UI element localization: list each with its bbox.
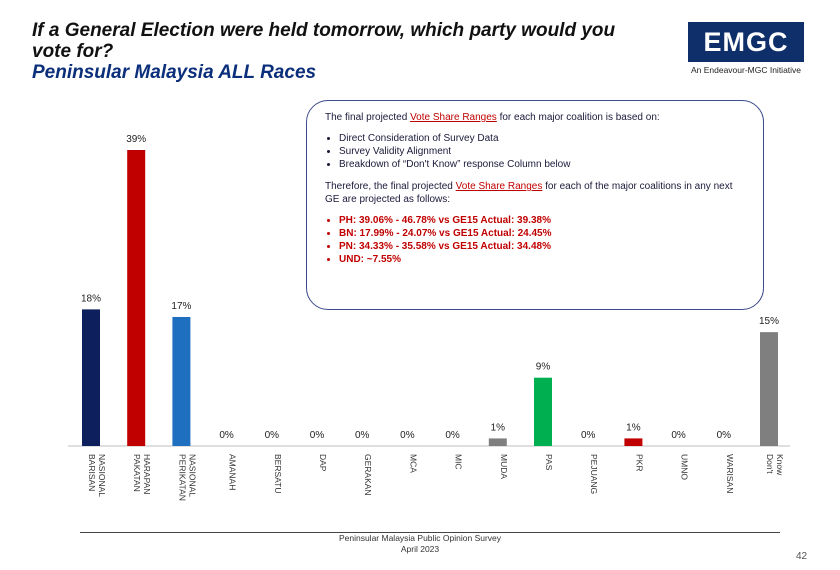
data-label: 18% bbox=[81, 293, 101, 304]
category-label-line: DAP bbox=[318, 454, 328, 472]
data-label: 1% bbox=[491, 422, 506, 433]
category-label: BERSATU bbox=[273, 454, 283, 494]
title-subtitle: Peninsular Malaysia ALL Races bbox=[32, 62, 317, 83]
projection-item: BN: 17.99% - 24.07% vs GE15 Actual: 24.4… bbox=[339, 227, 749, 240]
slide-title: If a General Election were held tomorrow… bbox=[32, 20, 632, 83]
footer: Peninsular Malaysia Public Opinion Surve… bbox=[0, 533, 840, 555]
category-label-line: NASIONAL bbox=[187, 454, 197, 497]
emgc-logo: EMGC An Endeavour-MGC Initiative bbox=[688, 22, 804, 75]
category-label: MUDA bbox=[499, 454, 509, 479]
data-label: 0% bbox=[717, 430, 732, 441]
category-label: MCA bbox=[408, 454, 418, 473]
category-label-line: NASIONAL bbox=[97, 454, 107, 497]
category-label: PKR bbox=[634, 454, 644, 471]
data-label: 15% bbox=[759, 316, 779, 327]
note-basis-item: Survey Validity Alignment bbox=[339, 145, 749, 158]
data-label: 0% bbox=[671, 430, 686, 441]
note-basis-item: Breakdown of “Don't Know” response Colum… bbox=[339, 158, 749, 171]
data-label: 0% bbox=[355, 430, 370, 441]
category-label: PAS bbox=[544, 454, 554, 471]
data-label: 1% bbox=[626, 422, 641, 433]
category-label-line: MUDA bbox=[499, 454, 509, 479]
projection-note-box: The final projected Vote Share Ranges fo… bbox=[306, 100, 764, 310]
category-label: DAP bbox=[318, 454, 328, 472]
note-bases-list: Direct Consideration of Survey Data Surv… bbox=[325, 132, 749, 171]
category-label-line: PERIKATAN bbox=[177, 454, 187, 501]
note-therefore: Therefore, the final projected Vote Shar… bbox=[325, 181, 733, 205]
bar bbox=[624, 438, 643, 446]
category-label-line: PAKATAN bbox=[132, 454, 142, 492]
bar bbox=[760, 332, 778, 446]
logo-tagline: An Endeavour-MGC Initiative bbox=[690, 65, 802, 75]
category-label: AMANAH bbox=[228, 454, 238, 490]
category-label: PAKATAN HARAPAN bbox=[132, 454, 152, 494]
footer-survey-name: Peninsular Malaysia Public Opinion Surve… bbox=[338, 533, 502, 543]
bar bbox=[82, 309, 100, 446]
note-basis-item: Direct Consideration of Survey Data bbox=[339, 132, 749, 145]
category-label: MIC bbox=[454, 454, 464, 470]
footer-date: April 2023 bbox=[400, 544, 440, 554]
footer-divider bbox=[80, 532, 780, 533]
category-label-line: PEJUANG bbox=[589, 454, 599, 494]
logo-wordmark: EMGC bbox=[688, 22, 804, 62]
title-question: If a General Election were held tomorrow… bbox=[32, 20, 616, 62]
category-label: PERIKATAN NASIONAL bbox=[177, 454, 197, 501]
bar bbox=[127, 150, 146, 446]
note-intro: The final projected Vote Share Ranges fo… bbox=[325, 112, 660, 123]
category-label-line: AMANAH bbox=[228, 454, 238, 490]
data-label: 39% bbox=[126, 134, 146, 145]
projection-item: PN: 34.33% - 35.58% vs GE15 Actual: 34.4… bbox=[339, 240, 749, 253]
note-therefore-link: Vote Share Ranges bbox=[455, 181, 543, 192]
category-label-line: BERSATU bbox=[273, 454, 283, 494]
projection-item: UND: ~7.55% bbox=[339, 253, 749, 266]
note-intro-link: Vote Share Ranges bbox=[410, 112, 497, 123]
category-label: UMNO bbox=[680, 454, 690, 480]
category-label-line: BARISAN bbox=[87, 454, 97, 491]
data-label: 0% bbox=[219, 430, 234, 441]
data-label: 0% bbox=[581, 430, 596, 441]
category-label-line: PKR bbox=[634, 454, 644, 471]
data-label: 0% bbox=[400, 430, 415, 441]
bar bbox=[488, 438, 507, 446]
category-label-line: GERAKAN bbox=[363, 454, 373, 496]
projection-item: PH: 39.06% - 46.78% vs GE15 Actual: 39.3… bbox=[339, 214, 749, 227]
page-number: 42 bbox=[796, 551, 808, 562]
category-label-line: HARAPAN bbox=[142, 454, 152, 494]
category-label-line: Know bbox=[775, 454, 785, 476]
category-label: Don't Know bbox=[765, 454, 785, 476]
category-label-line: UMNO bbox=[680, 454, 690, 480]
category-label: PEJUANG bbox=[589, 454, 599, 494]
bar bbox=[172, 316, 191, 446]
category-label-line: PAS bbox=[544, 454, 554, 471]
category-label-line: MCA bbox=[408, 454, 418, 473]
bar bbox=[534, 377, 552, 446]
category-label-line: Don't bbox=[765, 454, 775, 474]
note-projections-list: PH: 39.06% - 46.78% vs GE15 Actual: 39.3… bbox=[325, 214, 749, 266]
data-label: 9% bbox=[536, 362, 551, 373]
category-label: GERAKAN bbox=[363, 454, 373, 496]
category-label-line: WARISAN bbox=[725, 454, 735, 493]
category-label: WARISAN bbox=[725, 454, 735, 493]
data-label: 17% bbox=[171, 301, 191, 312]
data-label: 0% bbox=[310, 430, 325, 441]
data-label: 0% bbox=[265, 430, 280, 441]
data-label: 0% bbox=[445, 430, 460, 441]
category-label: BARISAN NASIONAL bbox=[87, 454, 107, 497]
category-label-line: MIC bbox=[454, 454, 464, 470]
